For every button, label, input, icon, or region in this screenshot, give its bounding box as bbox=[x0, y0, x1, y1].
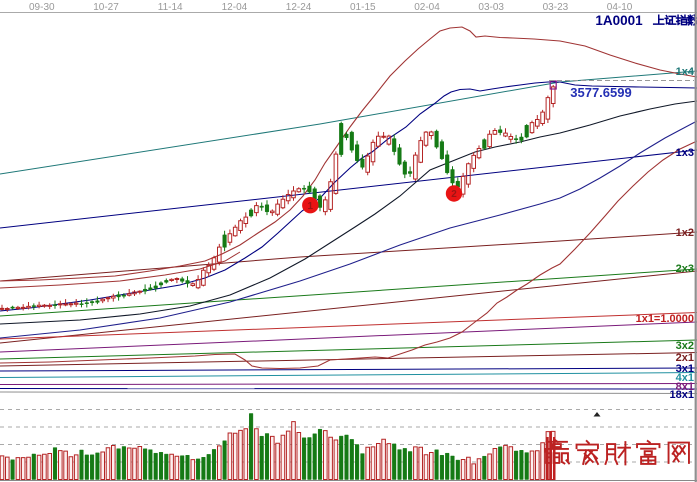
svg-text:03-03: 03-03 bbox=[478, 2, 504, 13]
svg-text:18x1: 18x1 bbox=[670, 389, 694, 401]
svg-text:02-04: 02-04 bbox=[414, 2, 440, 13]
svg-text:12-04: 12-04 bbox=[222, 2, 248, 13]
svg-text:1x4: 1x4 bbox=[676, 66, 695, 78]
svg-text:4x1: 4x1 bbox=[676, 372, 694, 384]
svg-text:12-24: 12-24 bbox=[286, 2, 312, 13]
svg-text:1x1=1.0000: 1x1=1.0000 bbox=[636, 313, 694, 325]
svg-text:11-14: 11-14 bbox=[158, 2, 183, 13]
svg-text:10-27: 10-27 bbox=[93, 2, 119, 13]
svg-text:2x1: 2x1 bbox=[676, 352, 694, 364]
svg-text:2x3: 2x3 bbox=[676, 263, 694, 275]
svg-text:03-23: 03-23 bbox=[543, 2, 569, 13]
svg-text:3577.6599: 3577.6599 bbox=[570, 85, 631, 100]
svg-text:1x3: 1x3 bbox=[676, 147, 694, 159]
svg-text:3x1: 3x1 bbox=[676, 363, 694, 375]
svg-text:1A0001: 1A0001 bbox=[595, 13, 643, 28]
svg-text:2: 2 bbox=[451, 189, 457, 200]
svg-text:01-15: 01-15 bbox=[350, 2, 376, 13]
svg-text:1x2: 1x2 bbox=[676, 227, 694, 239]
svg-text:1: 1 bbox=[308, 201, 314, 212]
svg-text:04-10: 04-10 bbox=[607, 2, 633, 13]
svg-text:8x1: 8x1 bbox=[676, 381, 694, 393]
svg-text:3x2: 3x2 bbox=[676, 340, 694, 352]
svg-text:09-30: 09-30 bbox=[29, 2, 55, 13]
